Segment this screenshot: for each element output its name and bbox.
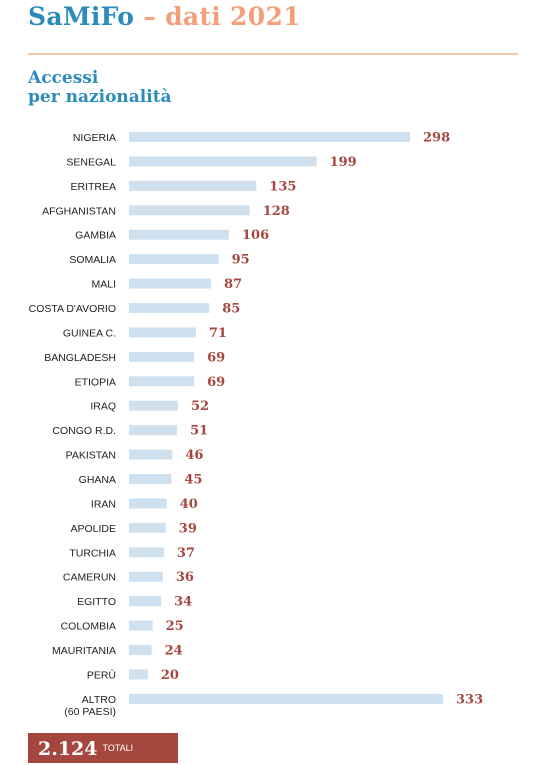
bar-mauritania [129,645,152,656]
category-label-nigeria: NIGERIA [73,132,116,144]
category-label-somalia: SOMALIA [69,254,116,266]
page-title: SaMiFo – dati 2021 [28,2,301,31]
total-value: 2.124 [38,738,98,760]
value-label-guinea-c: 71 [209,326,227,341]
category-label-turchia: TURCHIA [69,547,116,559]
value-label-costa-d-avorio: 85 [222,302,240,317]
bar-pakistan [129,449,173,460]
value-label-pakistan: 46 [185,448,203,463]
value-label-apolide: 39 [179,521,197,536]
bar-peru [129,669,148,680]
section-title: Accessi per nazionalità [28,69,172,107]
bar-camerun [129,571,163,582]
bar-afghanistan [129,205,250,216]
total-badge: 2.124 TOTALI [28,733,178,763]
category-label-gambia: GAMBIA [75,230,116,242]
category-label-mauritania: MAURITANIA [52,645,116,657]
bar-senegal [129,156,317,167]
value-label-turchia: 37 [177,546,195,561]
value-label-peru: 20 [161,668,179,683]
category-label-ghana: GHANA [79,474,116,486]
value-label-etiopia: 69 [207,375,225,390]
bars-layer: NIGERIA 298 SENEGAL 199 ERITREA 135 AFGHANISTA… [29,131,484,718]
bar-altro [129,693,443,704]
category-label-apolide: APOLIDE [70,523,116,535]
value-label-gambia: 106 [242,228,269,243]
nationality-bar-chart: NIGERIA 298 SENEGAL 199 ERITREA 135 AFGHANISTA… [29,131,484,718]
bar-apolide [129,522,166,533]
category-label-iran: IRAN [91,498,116,510]
bar-turchia [129,547,164,558]
bar-nigeria [129,132,410,142]
category-label-altro: ALTRO [82,694,116,706]
title-brand: SaMiFo [28,2,135,31]
bar-costa-d-avorio [129,303,210,314]
category-label-eritrea: ERITREA [70,181,116,193]
bar-eritrea [129,180,257,191]
category-label-senegal: SENEGAL [66,156,116,168]
value-label-egitto: 34 [174,595,192,610]
bar-egitto [129,596,162,607]
category-label-peru: PERÙ [87,668,116,681]
category-label-colombia: COLOMBIA [61,621,116,633]
value-label-iran: 40 [180,497,198,512]
title-separator: – [143,2,157,31]
value-label-colombia: 25 [166,619,184,634]
value-label-camerun: 36 [176,570,194,585]
bar-bangladesh [129,351,195,362]
bar-ghana [129,474,172,485]
category-label-guinea-c: GUINEA C. [63,327,116,339]
bar-somalia [129,254,219,265]
bar-guinea-c [129,327,196,338]
value-label-ghana: 45 [184,473,202,488]
value-label-mauritania: 24 [165,644,183,659]
section-title-line2: per nazionalità [28,87,172,107]
header-divider [28,53,518,55]
category-label-pakistan: PAKISTAN [66,450,116,462]
bar-iran [129,498,167,509]
bar-mali [129,278,211,289]
value-label-afghanistan: 128 [263,204,290,219]
category-label-mali: MALI [91,279,116,291]
value-label-congo-r-d: 51 [190,424,208,439]
bar-iraq [129,400,178,411]
value-label-bangladesh: 69 [207,350,225,365]
bar-etiopia [129,376,195,387]
value-label-eritrea: 135 [269,179,296,194]
bar-gambia [129,229,229,240]
value-label-altro: 333 [456,692,483,707]
value-label-senegal: 199 [330,155,357,170]
total-label: TOTALI [102,743,134,753]
category-note-altro: (60 PAESI) [64,706,116,718]
value-label-mali: 87 [224,277,242,292]
title-year: dati 2021 [165,2,301,31]
category-label-afghanistan: AFGHANISTAN [42,205,116,217]
section-title-line1: Accessi [28,68,99,88]
category-label-iraq: IRAQ [90,401,116,413]
bar-colombia [129,620,153,631]
category-label-camerun: CAMERUN [63,572,116,584]
value-label-somalia: 95 [232,253,250,268]
value-label-nigeria: 298 [423,131,450,146]
bar-congo-r-d [129,425,178,436]
category-label-etiopia: ETIOPIA [75,376,116,388]
category-label-bangladesh: BANGLADESH [44,352,116,364]
value-label-iraq: 52 [191,399,209,414]
category-label-costa-d-avorio: COSTA D'AVORIO [29,303,116,315]
category-label-congo-r-d: CONGO R.D. [52,425,116,437]
category-label-egitto: EGITTO [77,596,116,608]
